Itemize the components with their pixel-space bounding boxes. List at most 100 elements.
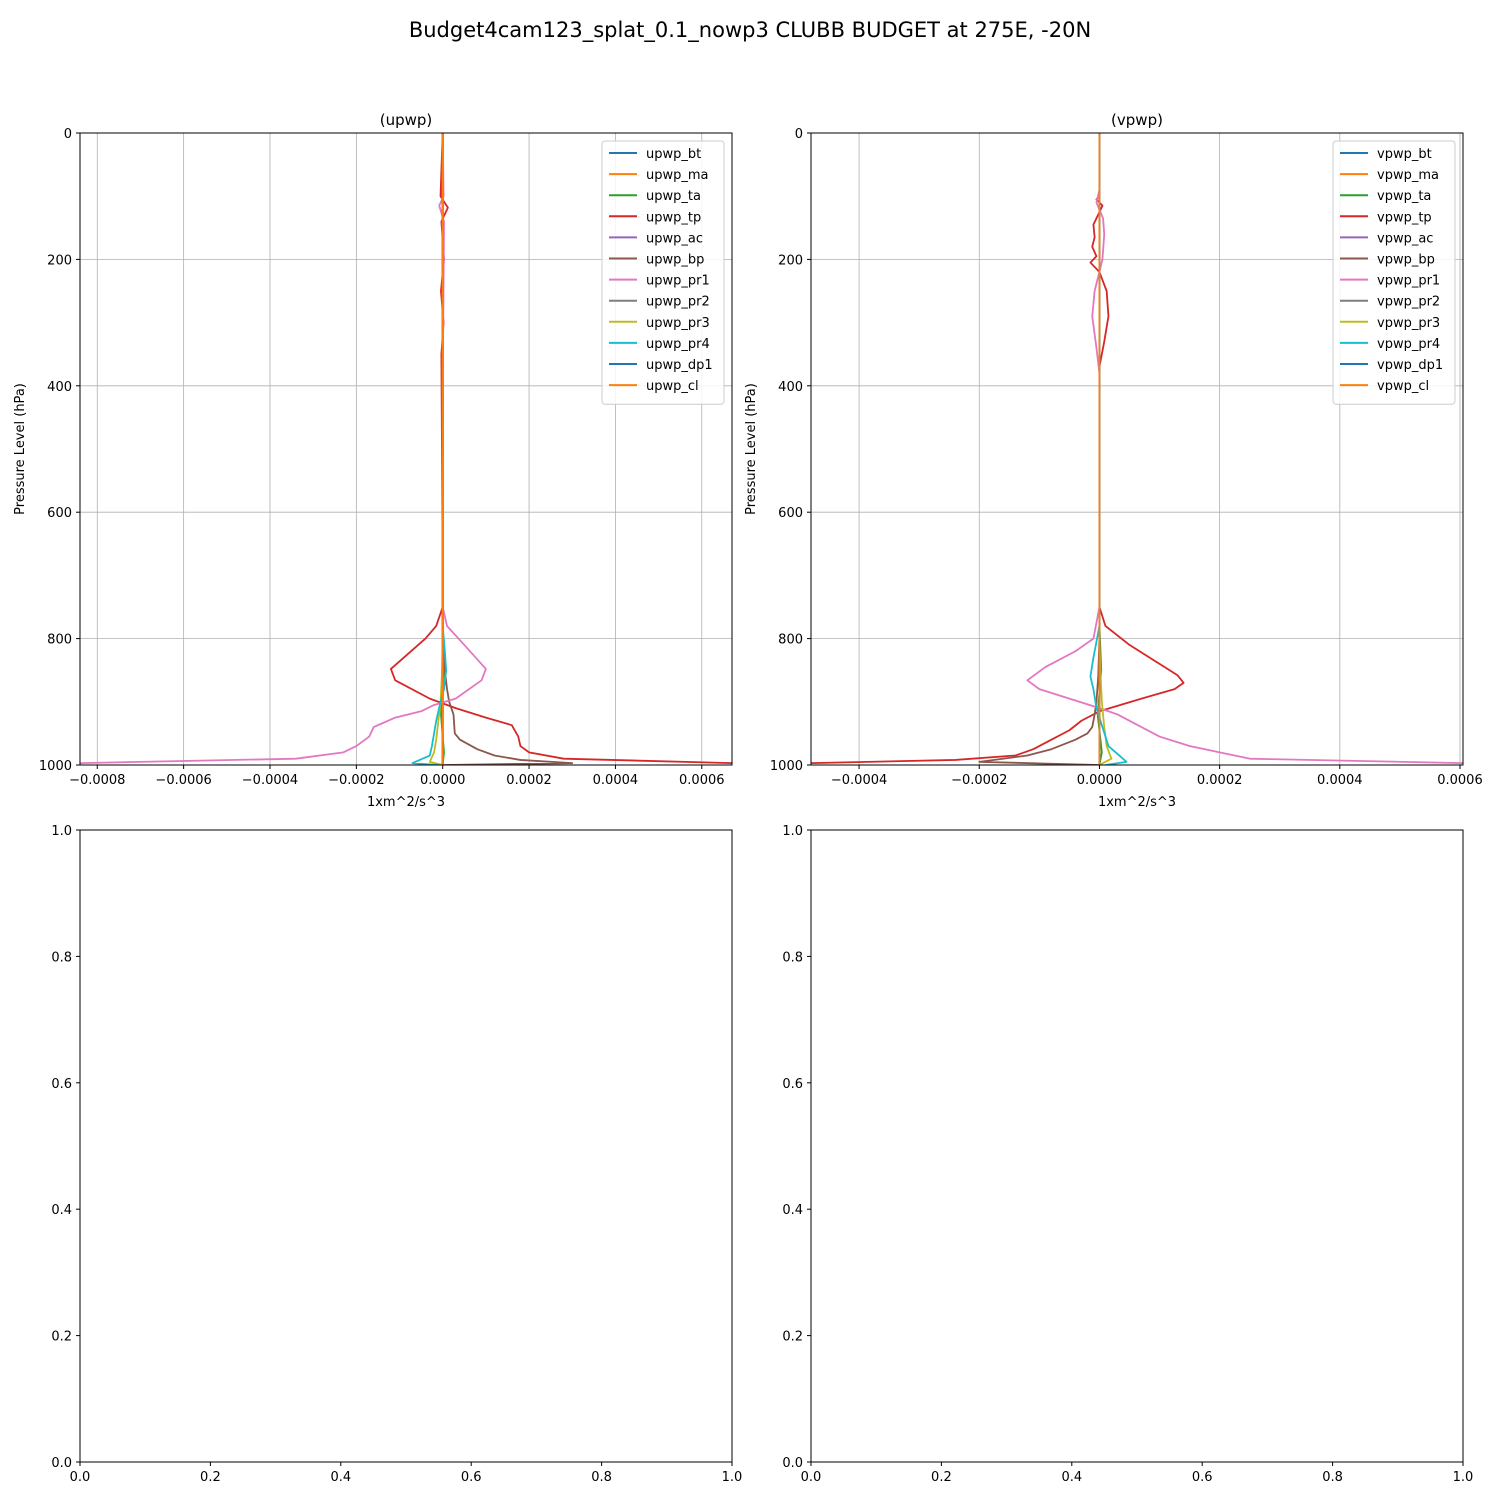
x-tick-label: 1.0 [1453, 1470, 1474, 1485]
series-line-vpwp_bp [978, 133, 1101, 765]
y-tick-label: 0 [795, 127, 803, 142]
x-tick-label: 0.0004 [1317, 773, 1363, 788]
legend-entry: upwp_pr4 [646, 337, 710, 352]
y-tick-label: 600 [778, 506, 803, 521]
series-line-vpwp_tp [811, 133, 1185, 764]
x-tick-label: 0.0006 [679, 773, 725, 788]
legend-entry: vpwp_tp [1377, 210, 1432, 225]
subplot-3: 0.0 0.2 0.4 0.6 0.8 1.0 0.0 0.2 0.4 0.6 0.8 1.0 [51, 824, 742, 1485]
series-line-upwp_bp [441, 133, 574, 765]
series-line-upwp_pr1 [80, 133, 487, 764]
legend-box [1332, 140, 1456, 405]
legend: upwp_bt upwp_ma upwp_ta upwp_tp upwp_ac upwp_… [601, 140, 725, 405]
legend-box [601, 140, 725, 405]
legend-entry: vpwp_pr4 [1377, 337, 1440, 352]
x-tick-label: 0.0000 [1077, 773, 1123, 788]
axes-frame [810, 829, 1464, 1463]
x-tick-label: 0.0002 [506, 773, 552, 788]
y-tick-label: 1.0 [782, 824, 803, 839]
x-tick-label: 1.0 [722, 1470, 743, 1485]
x-tick-label: 0.0000 [420, 773, 466, 788]
y-tick-label: 1000 [39, 759, 72, 774]
x-tick-label: 0.0 [70, 1470, 91, 1485]
y-tick-label: 0.4 [51, 1203, 72, 1218]
x-tick-label: −0.0008 [69, 773, 125, 788]
series-group [80, 133, 732, 765]
legend: vpwp_bt vpwp_ma vpwp_ta vpwp_tp vpwp_ac vpwp_… [1332, 140, 1456, 405]
legend-entry: upwp_ac [646, 231, 703, 246]
legend-entry: upwp_ta [646, 189, 701, 204]
legend-entry: upwp_bp [646, 253, 704, 268]
x-tick-label: 0.0006 [1437, 773, 1483, 788]
legend-entry: upwp_pr1 [646, 274, 710, 289]
y-tick-label: 200 [778, 253, 803, 268]
y-tick-label: 0.8 [782, 950, 803, 965]
x-tick-label: 0.2 [200, 1470, 221, 1485]
x-tick-label: 0.4 [330, 1470, 351, 1485]
legend-entry: upwp_pr3 [646, 316, 710, 331]
x-tick-label: 0.8 [591, 1470, 612, 1485]
subplot-4: 0.0 0.2 0.4 0.6 0.8 1.0 0.0 0.2 0.4 0.6 0.8 1.0 [782, 824, 1473, 1485]
x-tick-label: 0.0 [801, 1470, 822, 1485]
y-tick-label: 0.6 [782, 1077, 803, 1092]
subplot-2: −0.0004 −0.0002 0.0000 0.0002 0.0004 0.0006 0 2… [744, 111, 1483, 810]
legend-entry: upwp_pr2 [646, 295, 710, 310]
x-tick-label: 0.2 [931, 1470, 952, 1485]
x-tick-label: 0.0004 [593, 773, 639, 788]
legend-entry: vpwp_bp [1377, 253, 1435, 268]
y-axis-label: Pressure Level (hPa) [744, 383, 759, 515]
subplot-1: −0.0008 −0.0006 −0.0004 −0.0002 0.0000 0.0002… [13, 111, 733, 810]
subplot-title: (vpwp) [1111, 111, 1163, 129]
legend-entry: vpwp_ac [1377, 231, 1433, 246]
x-axis-label: 1xm^2/s^3 [367, 795, 445, 810]
y-tick-label: 800 [778, 633, 803, 648]
y-tick-label: 0.4 [782, 1203, 803, 1218]
axes-frame [810, 132, 1464, 766]
y-tick-label: 1000 [770, 759, 803, 774]
legend-entry: vpwp_dp1 [1377, 358, 1443, 373]
subplot-title: (upwp) [380, 111, 433, 129]
legend-entry: vpwp_bt [1377, 147, 1432, 162]
y-tick-label: 0.8 [51, 950, 72, 965]
y-tick-label: 0 [64, 127, 72, 142]
x-tick-label: 0.0002 [1197, 773, 1243, 788]
x-tick-label: −0.0004 [242, 773, 298, 788]
y-tick-label: 0.0 [782, 1456, 803, 1471]
y-tick-label: 400 [778, 380, 803, 395]
x-tick-label: 0.6 [1192, 1470, 1213, 1485]
y-tick-label: 0.2 [51, 1330, 72, 1345]
legend-entry: vpwp_ta [1377, 189, 1431, 204]
legend-entry: upwp_ma [646, 168, 709, 183]
x-tick-label: 0.8 [1322, 1470, 1343, 1485]
y-tick-label: 400 [47, 380, 72, 395]
legend-entry: vpwp_ma [1377, 168, 1439, 183]
y-tick-label: 200 [47, 253, 72, 268]
axes-frame [79, 829, 733, 1463]
y-axis-label: Pressure Level (hPa) [13, 383, 28, 515]
y-tick-label: 0.6 [51, 1077, 72, 1092]
legend-entry: vpwp_pr1 [1377, 274, 1440, 289]
legend-entry: upwp_dp1 [646, 358, 713, 373]
x-tick-label: −0.0002 [951, 773, 1007, 788]
axes-frame [79, 132, 733, 766]
x-tick-label: −0.0002 [328, 773, 384, 788]
series-group [811, 133, 1463, 765]
x-tick-label: −0.0004 [831, 773, 887, 788]
y-tick-label: 0.0 [51, 1456, 72, 1471]
x-tick-label: 0.4 [1061, 1470, 1082, 1485]
figure-suptitle: Budget4cam123_splat_0.1_nowp3 CLUBB BUDG… [409, 18, 1091, 43]
y-tick-label: 1.0 [51, 824, 72, 839]
y-tick-label: 600 [47, 506, 72, 521]
x-axis-label: 1xm^2/s^3 [1098, 795, 1176, 810]
legend-entry: vpwp_pr2 [1377, 295, 1440, 310]
series-line-vpwp_pr1 [1026, 133, 1463, 764]
y-tick-label: 800 [47, 633, 72, 648]
legend-entry: upwp_cl [646, 379, 699, 394]
y-tick-label: 0.2 [782, 1330, 803, 1345]
legend-entry: vpwp_pr3 [1377, 316, 1440, 331]
x-tick-label: −0.0006 [155, 773, 211, 788]
legend-entry: upwp_tp [646, 210, 701, 225]
series-line-upwp_pr4 [411, 133, 448, 765]
